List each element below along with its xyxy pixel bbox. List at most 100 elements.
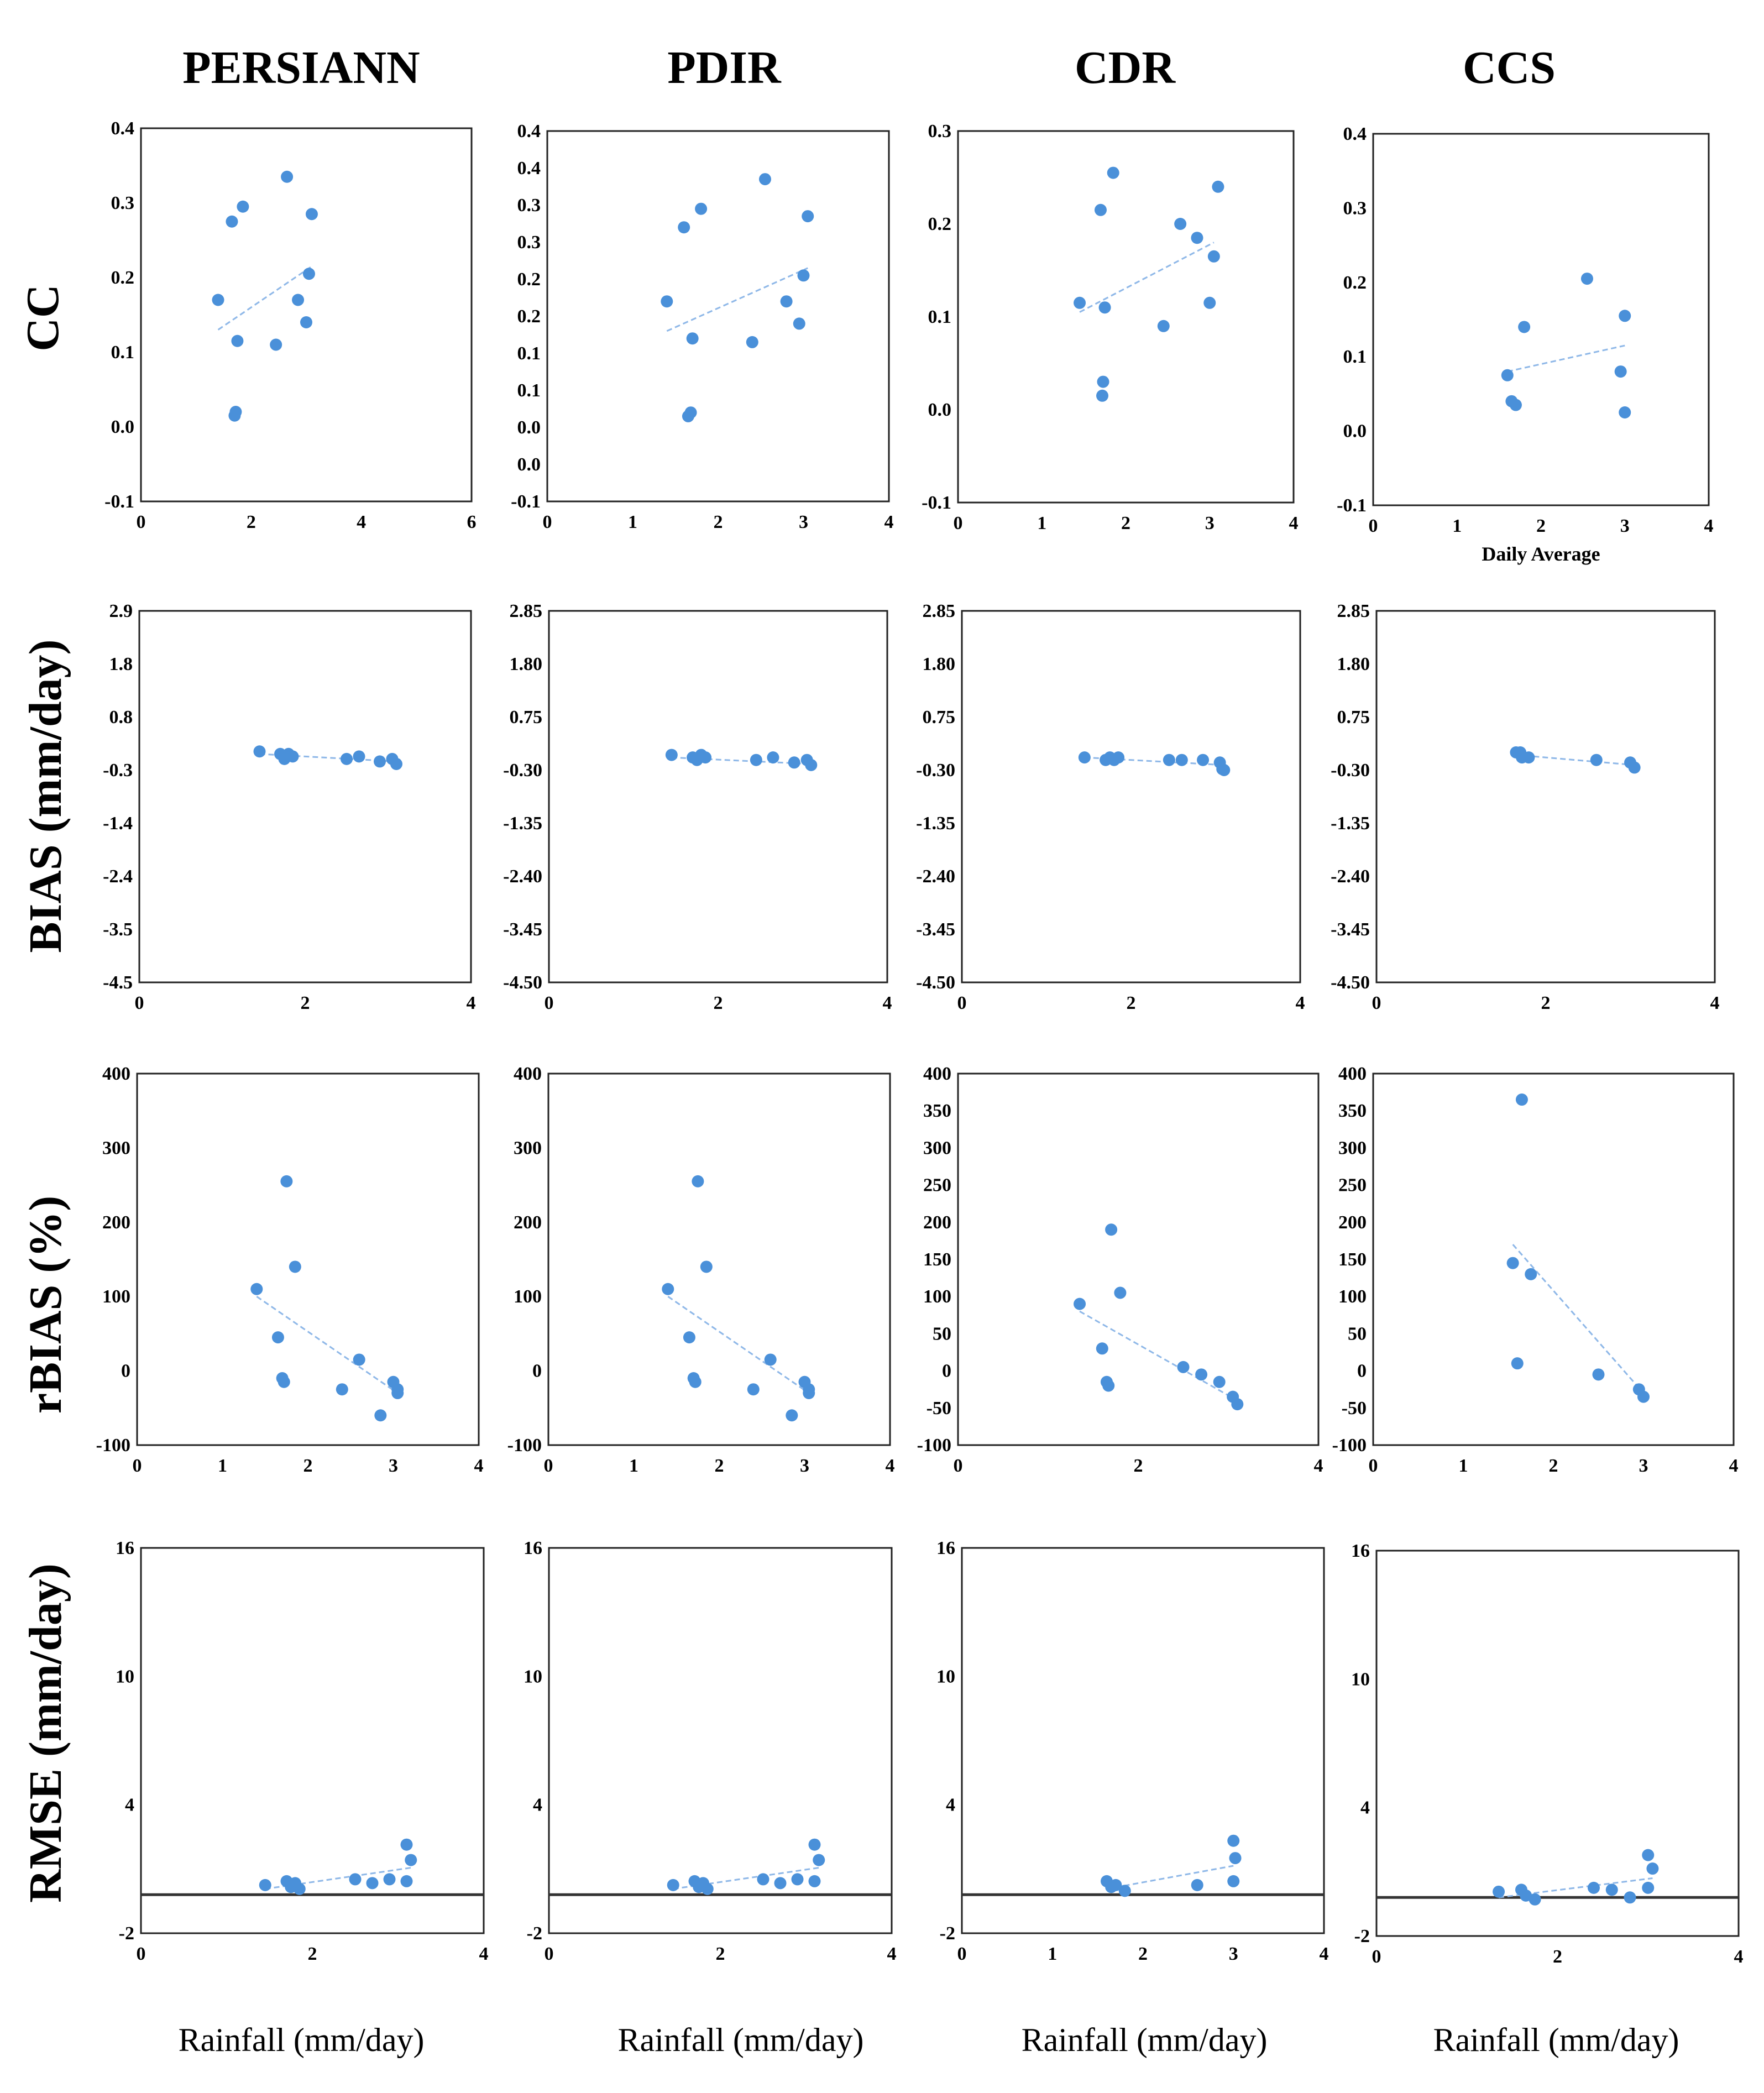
xlabel-cdr: Rainfall (mm/day) (1022, 2022, 1268, 2058)
y-tick-label: 0.1 (517, 343, 541, 364)
y-tick-label: 200 (923, 1212, 951, 1233)
x-tick-label: 3 (1639, 1456, 1648, 1476)
x-tick-label: 4 (1320, 1944, 1329, 1964)
data-point (774, 1877, 787, 1890)
data-point (750, 754, 762, 766)
data-point (229, 406, 242, 418)
data-point (683, 1331, 695, 1344)
y-tick-label: 0 (121, 1361, 130, 1382)
trend-line (265, 1867, 411, 1890)
data-point (226, 215, 238, 228)
data-point (791, 1873, 804, 1886)
data-point (405, 1854, 417, 1866)
panel-13: -2 4 10 16 0 2 4 (524, 1538, 897, 1964)
data-point (689, 1375, 702, 1388)
y-tick-label: 10 (936, 1666, 955, 1687)
data-point (1637, 1390, 1650, 1403)
trend-line (1507, 344, 1625, 373)
plot-frame (546, 130, 890, 503)
y-tick-label: -0.1 (511, 491, 541, 512)
data-point (1207, 250, 1220, 263)
data-point (280, 1175, 293, 1187)
y-tick-label: 4 (946, 1795, 955, 1815)
row-label-bias: BIAS (mm/day) (20, 639, 71, 953)
plot-frame (957, 130, 1295, 504)
plot-frame (961, 1547, 1325, 1934)
x-tick-label: 0 (545, 1944, 554, 1964)
data-point (1105, 1223, 1118, 1236)
data-point (300, 316, 312, 328)
y-tick-label: -2 (527, 1923, 542, 1944)
data-point (797, 269, 810, 282)
data-point (1619, 310, 1631, 322)
data-point (1525, 1268, 1537, 1280)
data-point (374, 755, 386, 768)
y-tick-label: -2.40 (916, 866, 955, 887)
data-point (1212, 180, 1224, 193)
y-tick-label: 0.1 (928, 307, 952, 327)
y-tick-label: 350 (1338, 1101, 1367, 1121)
y-tick-label: 2.85 (1337, 601, 1370, 621)
panel-5: -4.50 -3.45 -2.40 -1.35 -0.30 0.75 1.80 2.85 0 2 4 (503, 601, 892, 1013)
data-point (336, 1383, 348, 1396)
col-title-pdir: PDIR (667, 42, 782, 93)
x-tick-label: 2 (714, 993, 723, 1013)
data-point (686, 332, 699, 345)
y-tick-label: -1.4 (103, 813, 133, 834)
data-point (1506, 1257, 1519, 1269)
data-point (1102, 1379, 1115, 1392)
x-tick-label: 4 (883, 993, 892, 1013)
trend-line (1079, 242, 1215, 313)
panel-14: -2 4 10 16 0 1 2 3 4 (936, 1538, 1329, 1964)
y-tick-label: 0.1 (517, 380, 541, 401)
data-point (292, 294, 305, 306)
data-point (700, 1260, 713, 1273)
data-point (764, 1353, 777, 1366)
trend-line (1106, 1865, 1234, 1890)
x-tick-label: 2 (1536, 516, 1546, 536)
data-point (1197, 754, 1210, 766)
data-point (278, 1375, 290, 1388)
plot-frame (1375, 610, 1716, 983)
y-tick-label: 0.3 (517, 195, 541, 216)
y-tick-label: -1.35 (503, 813, 542, 834)
y-tick-label: -2.4 (103, 866, 133, 887)
data-point (1229, 1852, 1242, 1865)
col-title-persiann: PERSIANN (182, 42, 420, 93)
y-tick-label: -4.50 (503, 972, 542, 993)
plot-frame (1375, 1550, 1740, 1937)
data-point (1191, 232, 1203, 244)
data-point (212, 294, 224, 306)
y-tick-label: -1.35 (1331, 813, 1370, 834)
y-tick-label: 150 (1338, 1249, 1367, 1270)
y-tick-label: 0.75 (510, 707, 543, 728)
data-point (1231, 1398, 1244, 1411)
y-tick-label: 10 (1351, 1669, 1370, 1689)
data-point (281, 170, 294, 183)
y-tick-label: 350 (923, 1101, 951, 1121)
data-point (665, 749, 678, 761)
panel-7: -4.50 -3.45 -2.40 -1.35 -0.30 0.75 1.80 2.85 0 2 4 (1331, 601, 1719, 1013)
trend-line (1079, 1310, 1238, 1401)
data-point (1114, 1286, 1127, 1299)
y-tick-label: 2.85 (510, 601, 543, 621)
data-point (1109, 1879, 1122, 1891)
data-point (758, 173, 771, 186)
data-point (767, 751, 779, 764)
data-point (390, 757, 402, 770)
y-tick-label: -100 (96, 1435, 130, 1456)
data-point (786, 1409, 798, 1422)
plot-frame (140, 127, 473, 503)
data-point (1191, 1879, 1203, 1891)
y-tick-label: 4 (533, 1795, 542, 1815)
data-point (757, 1873, 770, 1886)
x-tick-label: 0 (954, 513, 963, 533)
panel-2: -0.1 0.0 0.1 0.2 0.3 0 1 2 3 4 (922, 121, 1298, 533)
x-tick-label: 2 (715, 1456, 724, 1476)
x-tick-label: 4 (1289, 513, 1299, 533)
y-tick-label: 0.75 (1337, 707, 1370, 728)
y-tick-label: 4 (1360, 1798, 1370, 1818)
y-tick-label: 10 (116, 1666, 134, 1687)
x-tick-label: 0 (543, 512, 552, 532)
x-tick-label: 0 (544, 1456, 553, 1476)
